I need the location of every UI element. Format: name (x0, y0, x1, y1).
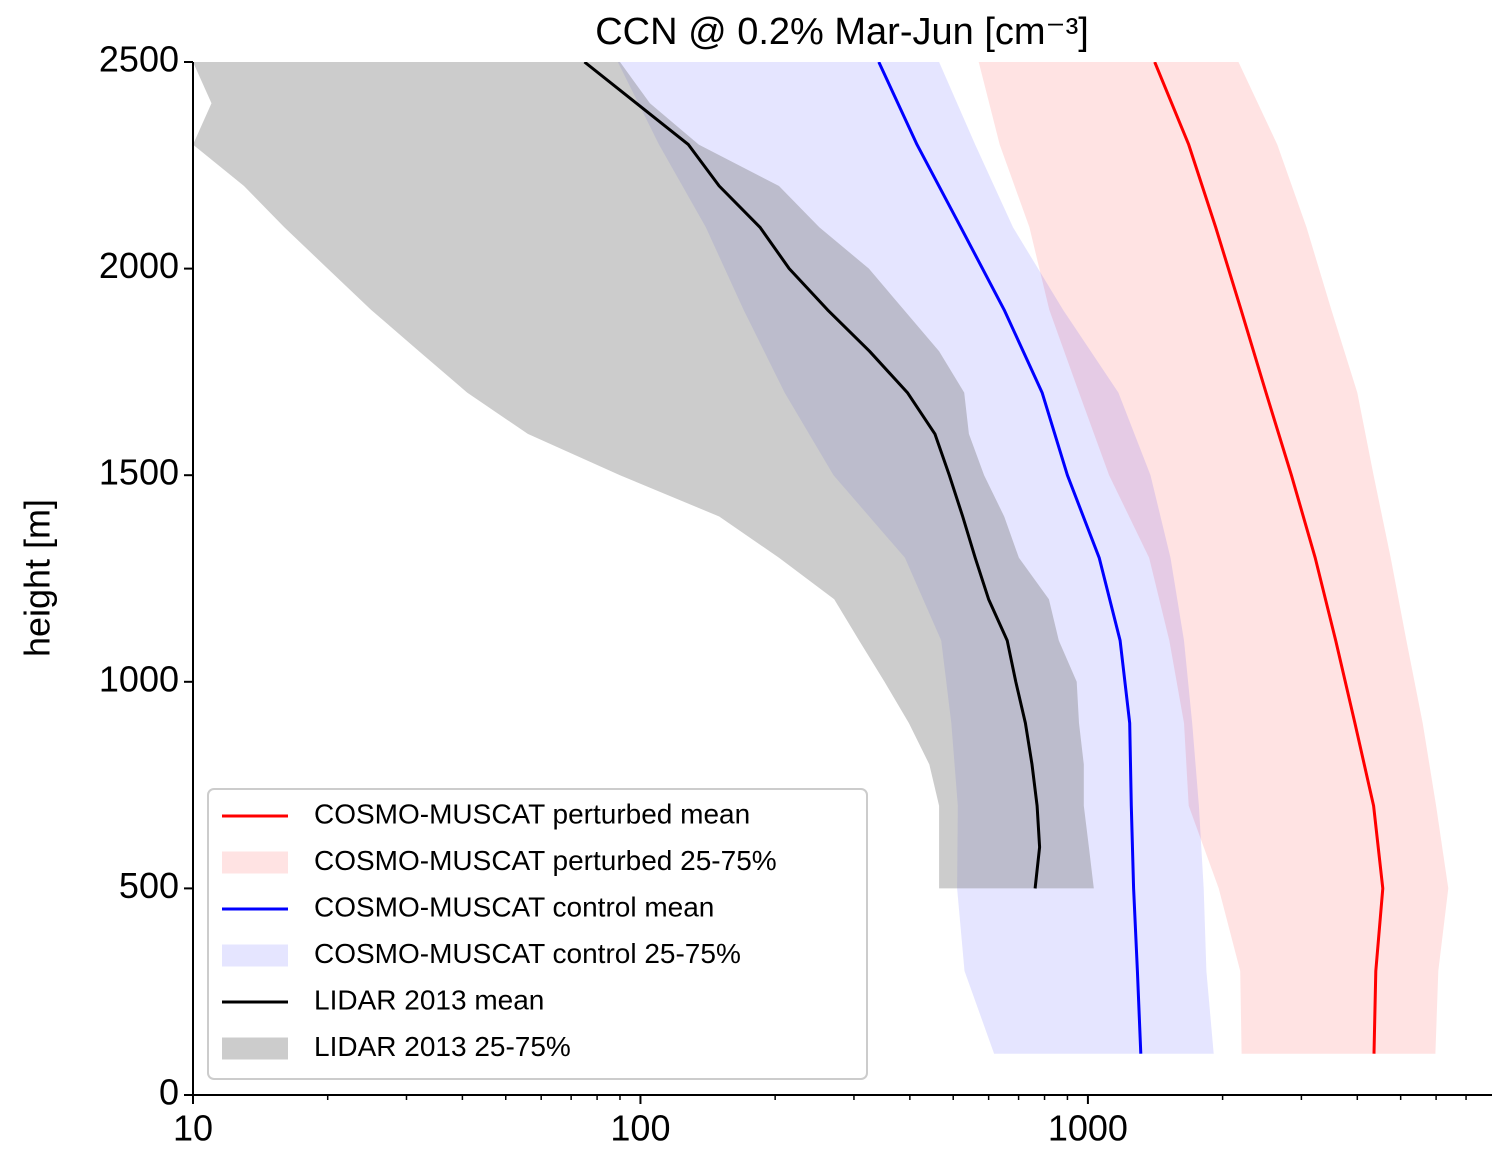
legend-label: LIDAR 2013 25-75% (314, 1031, 571, 1062)
line (583, 62, 1042, 889)
y-tick-label: 1000 (99, 658, 179, 699)
legend-label: COSMO-MUSCAT control 25-75% (314, 938, 741, 969)
legend-swatch (222, 851, 288, 874)
y-tick-label: 2500 (99, 39, 179, 80)
plot-area (193, 62, 1449, 1054)
legend-label: COSMO-MUSCAT perturbed 25-75% (314, 845, 777, 876)
line (1153, 62, 1385, 1054)
band (978, 62, 1449, 1054)
legend: COSMO-MUSCAT perturbed mean COSMO-MUSCAT … (207, 788, 868, 1080)
chart-title: CCN @ 0.2% Mar-Jun [cm⁻³] (595, 11, 1089, 53)
y-axis-label: height [m] (17, 499, 58, 657)
legend-label: COSMO-MUSCAT control mean (314, 891, 714, 922)
legend-label: LIDAR 2013 mean (314, 984, 544, 1015)
legend-frame (207, 788, 868, 1080)
legend-swatch (222, 1037, 288, 1060)
x-tick-label: 10 (173, 1108, 213, 1149)
y-tick-label: 1500 (99, 452, 179, 493)
x-tick-label: 100 (610, 1108, 670, 1149)
line (877, 62, 1143, 1054)
legend-label: COSMO-MUSCAT perturbed mean (314, 798, 750, 829)
band (617, 62, 1214, 1054)
x-tick-label: 1000 (1048, 1108, 1128, 1149)
band (193, 62, 1094, 889)
y-tick-label: 2000 (99, 245, 179, 286)
legend-swatch (222, 944, 288, 967)
y-tick-label: 0 (159, 1072, 179, 1113)
y-tick-label: 500 (119, 865, 179, 906)
